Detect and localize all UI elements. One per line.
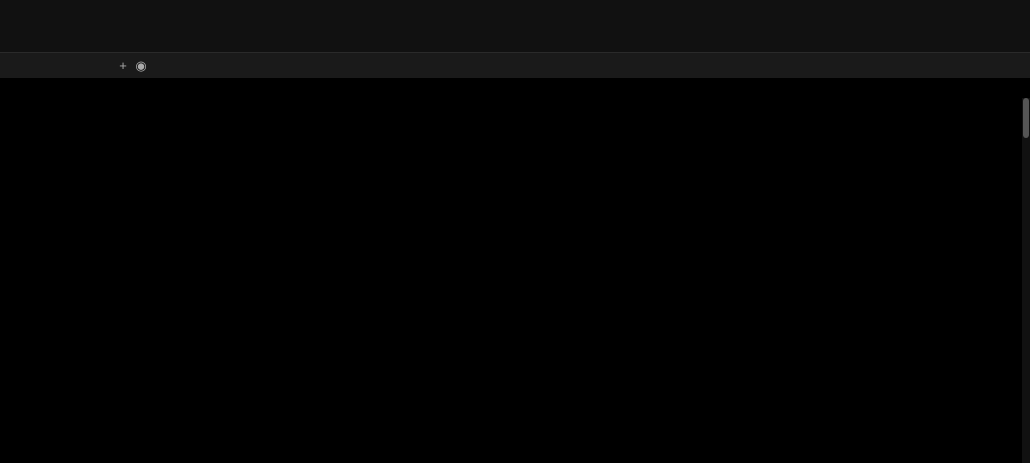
header-bar <box>0 0 1030 52</box>
scrollbar-thumb[interactable] <box>1023 98 1029 138</box>
menu-bar: + ◉ <box>0 52 1030 78</box>
vertical-scrollbar[interactable] <box>1022 98 1030 463</box>
add-icon[interactable]: + <box>119 58 127 73</box>
system-notice <box>0 0 205 52</box>
market-indices <box>205 0 1030 52</box>
eye-icon[interactable]: ◉ <box>135 57 147 73</box>
search-input[interactable] <box>4 56 114 76</box>
